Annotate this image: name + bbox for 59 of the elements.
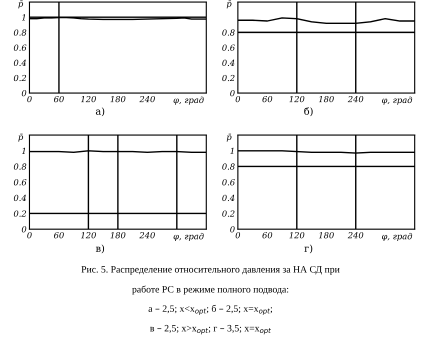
x-axis-title: φ, град — [382, 96, 412, 105]
x-tick-label: 60 — [54, 96, 64, 102]
text: б) — [304, 107, 313, 116]
x-tick-label: 120 — [81, 96, 96, 102]
y-tick-label: 0 — [22, 226, 26, 232]
x-tick-label: 240 — [139, 96, 155, 102]
x-tick-label: 120 — [81, 232, 96, 238]
x-tick-label: 180 — [318, 96, 334, 102]
y-tick-label: 0.6 — [222, 44, 235, 51]
y-tick-label: 1 — [230, 148, 234, 154]
y-tick-label: 1 — [22, 148, 26, 154]
y-tick-label: 0 — [230, 226, 235, 232]
y-tick-label: 0.4 — [14, 194, 26, 202]
x-tick-label: 0 — [27, 96, 32, 102]
x-tick-label: 180 — [110, 232, 126, 238]
y-tick-label: 0.6 — [14, 179, 26, 186]
y-tick-label: 0.4 — [222, 60, 234, 66]
x-tick-label: 60 — [262, 232, 272, 238]
x-axis-title: φ, град — [174, 96, 204, 105]
y-tick-label: 0.8 — [14, 29, 26, 36]
x-axis-title: φ, град — [382, 232, 412, 241]
y-axis-title: p̄ — [18, 0, 24, 8]
y-tick-label: 0.2 — [222, 210, 234, 217]
x-tick-label: 60 — [54, 232, 64, 238]
y-tick-label: 0.2 — [14, 74, 26, 82]
x-tick-label: 0 — [236, 232, 240, 238]
x-tick-label: 180 — [110, 96, 126, 102]
text: а) — [96, 107, 104, 116]
y-tick-label: 0.2 — [14, 210, 26, 217]
x-tick-label: 60 — [262, 96, 272, 102]
text: а – 2,5; x<x$_{opt}$; б – 2,5; x=x$_{opt}$; — [148, 304, 272, 315]
x-tick-label: 0 — [236, 96, 240, 102]
text: в – 2,5; x>x$_{opt}$; г – 3,5; x=x$_{opt}$ — [150, 324, 271, 334]
x-tick-label: 0 — [27, 232, 32, 238]
y-tick-label: 0.8 — [222, 163, 235, 170]
x-tick-label: 120 — [289, 232, 304, 238]
y-axis-title: p̄ — [226, 134, 232, 142]
y-axis-title: p̄ — [226, 0, 232, 8]
y-tick-label: 0.2 — [222, 74, 234, 82]
y-tick-label: 0.4 — [222, 194, 234, 202]
y-tick-label: 1 — [22, 14, 26, 20]
text: в) — [96, 244, 104, 254]
x-tick-label: 120 — [289, 96, 304, 102]
text: работе РС в режиме полного подвода: — [132, 286, 288, 295]
y-tick-label: 0.4 — [14, 60, 26, 66]
y-tick-label: 0 — [22, 90, 26, 96]
text: Рис. 5. Распределение относительного давления за НА СД при — [81, 266, 340, 275]
y-axis-title: p̄ — [18, 134, 24, 142]
y-tick-label: 0.8 — [14, 163, 26, 170]
y-tick-label: 0.6 — [14, 44, 26, 51]
text: г) — [304, 244, 312, 254]
x-tick-label: 180 — [318, 232, 334, 238]
y-tick-label: 0.8 — [222, 29, 235, 36]
x-tick-label: 240 — [348, 232, 364, 238]
y-tick-label: 0.6 — [222, 179, 235, 186]
y-tick-label: 0 — [230, 90, 235, 96]
x-axis-title: φ, град — [174, 232, 204, 241]
x-tick-label: 240 — [139, 232, 155, 238]
x-tick-label: 240 — [348, 96, 364, 102]
